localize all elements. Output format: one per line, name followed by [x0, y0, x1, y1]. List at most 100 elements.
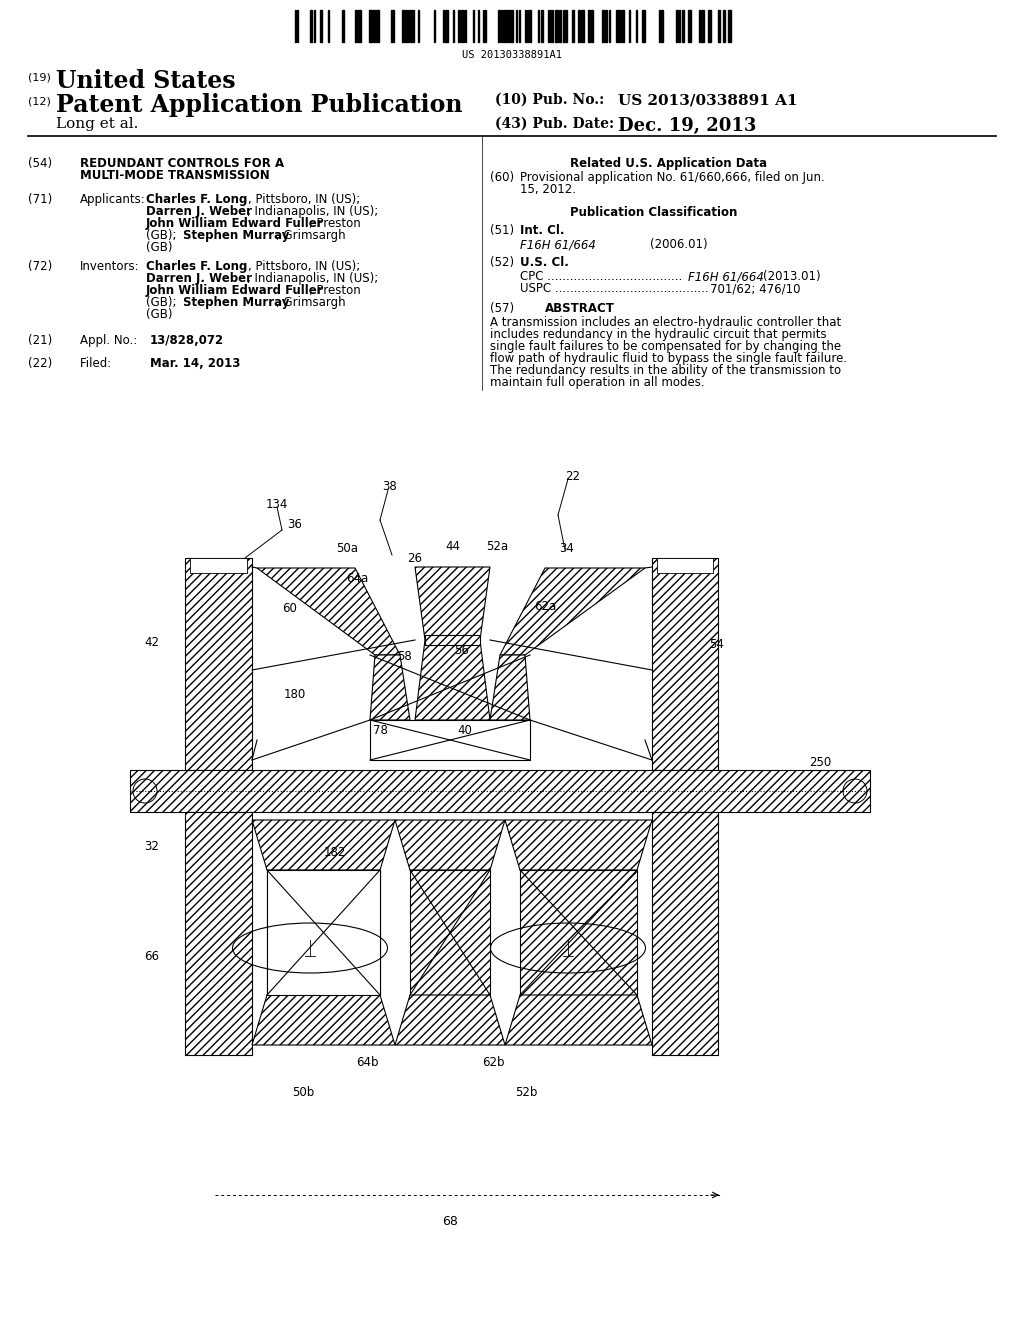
Polygon shape [370, 655, 410, 719]
Text: (54): (54) [28, 157, 52, 170]
Text: (43) Pub. Date:: (43) Pub. Date: [495, 117, 614, 131]
Text: 62b: 62b [481, 1056, 504, 1068]
Bar [503, 11, 506, 42]
Text: 60: 60 [283, 602, 297, 615]
Bar [130, 770, 870, 812]
Polygon shape [395, 820, 505, 870]
Bar [622, 11, 624, 42]
Text: 134: 134 [266, 498, 288, 511]
Text: includes redundancy in the hydraulic circuit that permits: includes redundancy in the hydraulic cir… [490, 327, 826, 341]
Text: Mar. 14, 2013: Mar. 14, 2013 [150, 356, 241, 370]
Text: 58: 58 [397, 651, 413, 664]
Bar [507, 11, 509, 42]
Bar [391, 11, 394, 42]
Bar [676, 11, 678, 42]
Polygon shape [415, 640, 490, 719]
Text: Darren J. Weber: Darren J. Weber [146, 272, 252, 285]
Bar [572, 11, 574, 42]
Text: 32: 32 [144, 840, 160, 853]
Text: 64a: 64a [346, 572, 368, 585]
Polygon shape [505, 995, 652, 1045]
Text: (60): (60) [490, 172, 514, 183]
Polygon shape [520, 870, 637, 995]
Text: (GB): (GB) [146, 308, 172, 321]
Text: REDUNDANT CONTROLS FOR A: REDUNDANT CONTROLS FOR A [80, 157, 284, 170]
Text: (21): (21) [28, 334, 52, 347]
Bar [373, 11, 375, 42]
Text: Patent Application Publication: Patent Application Publication [56, 92, 463, 117]
Text: Inventors:: Inventors: [80, 260, 139, 273]
Bar [355, 11, 357, 42]
Text: (12): (12) [28, 96, 51, 106]
Polygon shape [267, 870, 380, 995]
Text: 34: 34 [559, 543, 574, 556]
Text: Related U.S. Application Data: Related U.S. Application Data [570, 157, 767, 170]
Bar [588, 11, 590, 42]
Text: Publication Classification: Publication Classification [570, 206, 737, 219]
Bar [652, 558, 718, 770]
Text: 42: 42 [144, 636, 160, 649]
Text: John William Edward Fuller: John William Edward Fuller [146, 216, 324, 230]
Bar [718, 11, 720, 42]
Text: 52a: 52a [486, 540, 508, 553]
Bar [445, 11, 449, 42]
Text: , Indianapolis, IN (US);: , Indianapolis, IN (US); [247, 205, 378, 218]
Text: 22: 22 [565, 470, 581, 483]
Text: 250: 250 [809, 755, 831, 768]
Polygon shape [415, 568, 490, 640]
Bar [510, 11, 513, 42]
Text: 40: 40 [458, 723, 472, 737]
Text: (2006.01): (2006.01) [650, 238, 708, 251]
Text: single fault failures to be compensated for by changing the: single fault failures to be compensated … [490, 341, 841, 352]
Bar [310, 11, 312, 42]
Bar [498, 11, 500, 42]
Text: USPC .........................................: USPC ...................................… [520, 282, 709, 294]
Text: , Grimsargh: , Grimsargh [276, 296, 346, 309]
Text: 13/828,072: 13/828,072 [150, 334, 224, 347]
Text: MULTI-MODE TRANSMISSION: MULTI-MODE TRANSMISSION [80, 169, 269, 182]
Polygon shape [410, 870, 490, 995]
Text: The redundancy results in the ability of the transmission to: The redundancy results in the ability of… [490, 364, 841, 378]
Bar [342, 11, 344, 42]
Text: 701/62; 476/10: 701/62; 476/10 [710, 282, 801, 294]
Bar [591, 11, 593, 42]
Bar [185, 812, 252, 1055]
Text: 64b: 64b [355, 1056, 378, 1068]
Text: 180: 180 [284, 688, 306, 701]
Text: , Preston: , Preston [309, 284, 360, 297]
Text: (GB);: (GB); [146, 228, 180, 242]
Bar [358, 11, 361, 42]
Text: Provisional application No. 61/660,666, filed on Jun.: Provisional application No. 61/660,666, … [520, 172, 824, 183]
Text: (19): (19) [28, 73, 51, 82]
Text: (57): (57) [490, 302, 514, 315]
Bar [190, 558, 247, 573]
Text: (52): (52) [490, 256, 514, 269]
Polygon shape [252, 995, 395, 1045]
Text: Filed:: Filed: [80, 356, 148, 370]
Text: Int. Cl.: Int. Cl. [520, 224, 564, 238]
Text: US 2013/0338891 A1: US 2013/0338891 A1 [618, 92, 798, 107]
Text: (GB);: (GB); [146, 296, 180, 309]
Text: Charles F. Long: Charles F. Long [146, 193, 248, 206]
Bar [565, 11, 567, 42]
Text: 50b: 50b [292, 1085, 314, 1098]
Text: (22): (22) [28, 356, 52, 370]
Bar [406, 11, 407, 42]
Bar [410, 11, 412, 42]
Bar [319, 11, 322, 42]
Bar [657, 558, 713, 573]
Bar [581, 11, 584, 42]
Text: John William Edward Fuller: John William Edward Fuller [146, 284, 324, 297]
Polygon shape [490, 655, 530, 719]
Bar [662, 11, 663, 42]
Text: , Indianapolis, IN (US);: , Indianapolis, IN (US); [247, 272, 378, 285]
Bar [462, 11, 464, 42]
Text: Applicants:: Applicants: [80, 193, 145, 206]
Text: 44: 44 [445, 540, 461, 553]
Bar [723, 11, 725, 42]
Text: 36: 36 [288, 517, 302, 531]
Text: (GB): (GB) [146, 242, 172, 253]
Text: (51): (51) [490, 224, 514, 238]
Bar [602, 11, 604, 42]
Bar [701, 11, 705, 42]
